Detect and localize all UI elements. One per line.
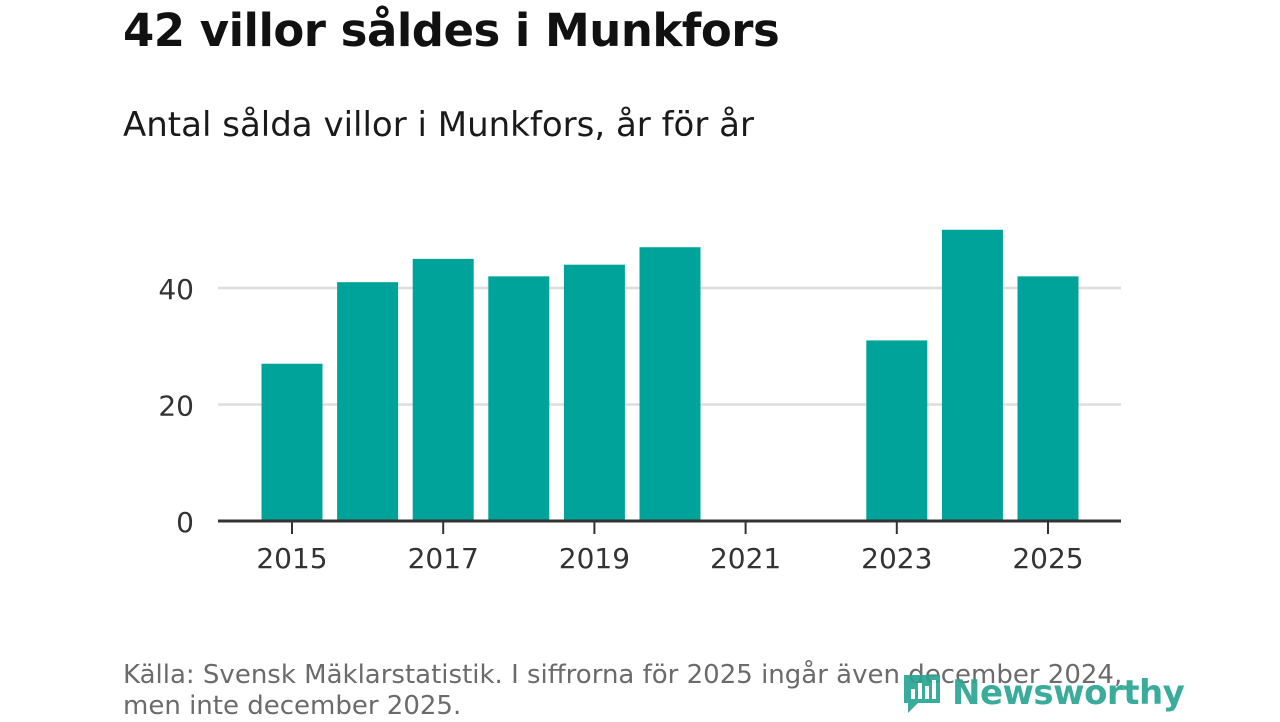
x-tick-label-2023: 2023 [861,542,932,575]
bar-2018 [488,276,550,521]
x-tick-label-2021: 2021 [710,542,781,575]
newsworthy-logo: Newsworthy [900,670,1185,716]
axes: 0 20 40 2015 2017 2019 2021 2023 2025 [158,273,1121,575]
bar-2023 [866,340,928,521]
bar-2015 [261,363,323,521]
newsworthy-logo-text: Newsworthy [952,673,1185,713]
x-tick-label-2019: 2019 [559,542,630,575]
bars [261,229,1079,521]
chart-subtitle: Antal sålda villor i Munkfors, år för år [123,105,754,145]
y-tick-label-20: 20 [158,390,194,423]
chart-title: 42 villor såldes i Munkfors [123,4,780,57]
bar-2025 [1017,276,1079,521]
bar-2016 [337,282,399,521]
x-tick-label-2025: 2025 [1012,542,1083,575]
bar-2024 [941,229,1003,521]
y-tick-label-40: 40 [158,273,194,306]
bar-2019 [563,264,625,521]
x-tick-label-2015: 2015 [256,542,327,575]
y-tick-label-0: 0 [176,506,194,539]
x-tick-label-2017: 2017 [408,542,479,575]
bar-2017 [412,258,474,521]
source-note: Källa: Svensk Mäklarstatistik. I siffror… [123,660,1123,721]
bar-2020 [639,247,701,521]
newsworthy-logo-icon [904,675,940,713]
